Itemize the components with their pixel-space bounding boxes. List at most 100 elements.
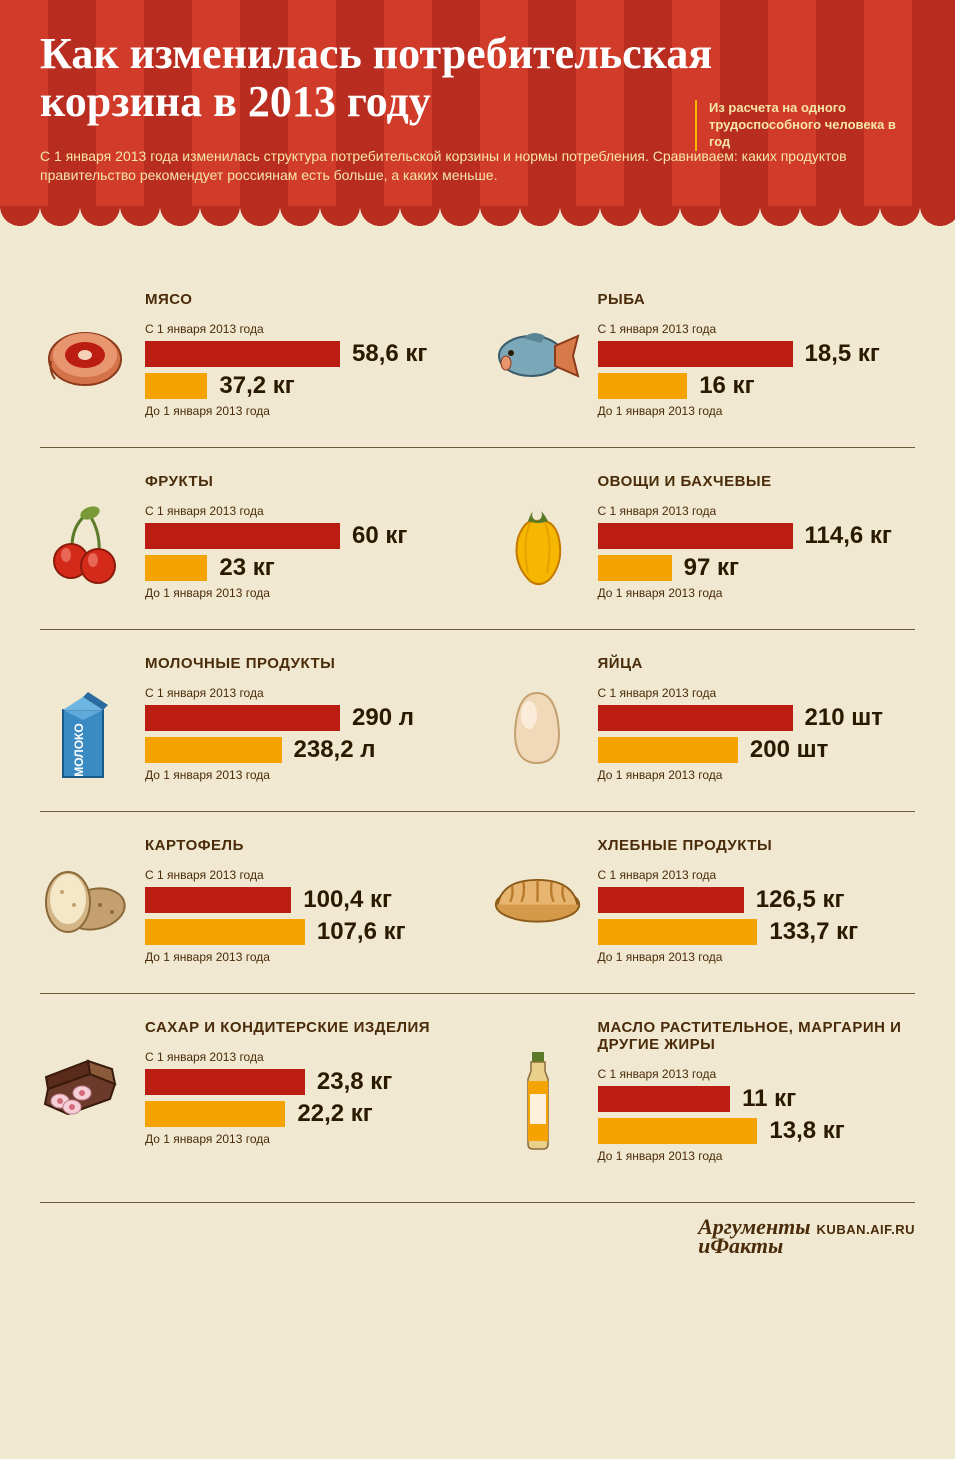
- period-after-label: С 1 января 2013 года: [145, 686, 463, 700]
- bar-before: 238,2 л: [145, 736, 463, 764]
- meat-icon: [40, 291, 130, 391]
- bar-after-fill: [598, 887, 744, 913]
- bar-before: 22,2 кг: [145, 1100, 463, 1128]
- period-before-label: До 1 января 2013 года: [598, 404, 916, 418]
- value-before: 22,2 кг: [297, 1100, 372, 1128]
- category-data: ФРУКТЫ С 1 января 2013 года 60 кг 23 кг …: [145, 473, 463, 604]
- value-before: 23 кг: [219, 554, 274, 582]
- bar-before-fill: [598, 919, 758, 945]
- bar-before-fill: [598, 737, 738, 763]
- svg-text:МОЛОКО: МОЛОКО: [72, 723, 86, 776]
- bar-after: 114,6 кг: [598, 522, 916, 550]
- category-data: МЯСО С 1 января 2013 года 58,6 кг 37,2 к…: [145, 291, 463, 422]
- infographic-header: Как изменилась потребительская корзина в…: [0, 0, 955, 206]
- category-row: КАРТОФЕЛЬ С 1 января 2013 года 100,4 кг …: [40, 811, 915, 993]
- pepper-icon: [493, 473, 583, 588]
- value-before: 200 шт: [750, 736, 828, 764]
- value-after: 18,5 кг: [805, 340, 880, 368]
- category-data: МОЛОЧНЫЕ ПРОДУКТЫ С 1 января 2013 года 2…: [145, 655, 463, 786]
- value-after: 11 кг: [742, 1085, 796, 1113]
- main-title: Как изменилась потребительская корзина в…: [40, 30, 740, 127]
- cherry-icon: [40, 473, 130, 588]
- bar-after: 60 кг: [145, 522, 463, 550]
- bar-after: 290 л: [145, 704, 463, 732]
- value-before: 13,8 кг: [769, 1117, 844, 1145]
- value-before: 37,2 кг: [219, 372, 294, 400]
- period-before-label: До 1 января 2013 года: [145, 950, 463, 964]
- calculation-note: Из расчета на одного трудоспособного чел…: [695, 100, 915, 151]
- value-before: 107,6 кг: [317, 918, 406, 946]
- value-after: 114,6 кг: [805, 522, 892, 550]
- bar-after-fill: [598, 705, 793, 731]
- category-item: ХЛЕБНЫЕ ПРОДУКТЫ С 1 января 2013 года 12…: [493, 837, 916, 968]
- bar-after: 210 шт: [598, 704, 916, 732]
- period-after-label: С 1 января 2013 года: [145, 322, 463, 336]
- bar-after: 100,4 кг: [145, 886, 463, 914]
- category-item: МОЛОКО МОЛОЧНЫЕ ПРОДУКТЫ С 1 января 2013…: [40, 655, 463, 786]
- infographic-footer: Аргументы иФакты KUBAN.AIF.RU: [40, 1202, 915, 1280]
- bar-before: 133,7 кг: [598, 918, 916, 946]
- value-after: 126,5 кг: [756, 886, 845, 914]
- category-data: ХЛЕБНЫЕ ПРОДУКТЫ С 1 января 2013 года 12…: [598, 837, 916, 968]
- logo-text: Аргументы иФакты: [698, 1218, 810, 1255]
- potato-icon: [40, 837, 130, 937]
- bar-before: 200 шт: [598, 736, 916, 764]
- period-after-label: С 1 января 2013 года: [145, 1050, 463, 1064]
- bar-before-fill: [145, 919, 305, 945]
- category-item: КАРТОФЕЛЬ С 1 января 2013 года 100,4 кг …: [40, 837, 463, 968]
- category-data: РЫБА С 1 января 2013 года 18,5 кг 16 кг …: [598, 291, 916, 422]
- period-after-label: С 1 января 2013 года: [598, 504, 916, 518]
- category-data: ЯЙЦА С 1 января 2013 года 210 шт 200 шт …: [598, 655, 916, 786]
- value-before: 16 кг: [699, 372, 754, 400]
- period-before-label: До 1 января 2013 года: [598, 950, 916, 964]
- category-title: РЫБА: [598, 291, 916, 308]
- oil-icon: [493, 1019, 583, 1154]
- category-item: МЯСО С 1 января 2013 года 58,6 кг 37,2 к…: [40, 291, 463, 422]
- period-before-label: До 1 января 2013 года: [598, 586, 916, 600]
- category-item: САХАР И КОНДИТЕРСКИЕ ИЗДЕЛИЯ С 1 января …: [40, 1019, 463, 1167]
- source-url: KUBAN.AIF.RU: [817, 1222, 915, 1237]
- category-title: ЯЙЦА: [598, 655, 916, 672]
- value-before: 133,7 кг: [769, 918, 858, 946]
- bread-icon: [493, 837, 583, 927]
- bar-after-fill: [598, 341, 793, 367]
- category-row: ФРУКТЫ С 1 января 2013 года 60 кг 23 кг …: [40, 447, 915, 629]
- value-after: 23,8 кг: [317, 1068, 392, 1096]
- value-before: 97 кг: [684, 554, 739, 582]
- category-data: МАСЛО РАСТИТЕЛЬНОЕ, МАРГАРИН И ДРУГИЕ ЖИ…: [598, 1019, 916, 1167]
- bar-before-fill: [145, 373, 207, 399]
- bar-after: 23,8 кг: [145, 1068, 463, 1096]
- bar-before: 97 кг: [598, 554, 916, 582]
- bar-after-fill: [145, 1069, 305, 1095]
- category-title: ОВОЩИ И БАХЧЕВЫЕ: [598, 473, 916, 490]
- bar-before: 107,6 кг: [145, 918, 463, 946]
- category-title: САХАР И КОНДИТЕРСКИЕ ИЗДЕЛИЯ: [145, 1019, 463, 1036]
- bar-before-fill: [145, 1101, 285, 1127]
- category-title: ХЛЕБНЫЕ ПРОДУКТЫ: [598, 837, 916, 854]
- scalloped-divider: [0, 206, 955, 236]
- category-row: МЯСО С 1 января 2013 года 58,6 кг 37,2 к…: [40, 266, 915, 447]
- period-before-label: До 1 января 2013 года: [598, 1149, 916, 1163]
- period-before-label: До 1 января 2013 года: [145, 768, 463, 782]
- category-row: МОЛОКО МОЛОЧНЫЕ ПРОДУКТЫ С 1 января 2013…: [40, 629, 915, 811]
- bar-after-fill: [145, 887, 291, 913]
- period-before-label: До 1 января 2013 года: [145, 586, 463, 600]
- category-item: ЯЙЦА С 1 января 2013 года 210 шт 200 шт …: [493, 655, 916, 786]
- bar-after-fill: [145, 341, 340, 367]
- value-before: 238,2 л: [294, 736, 376, 764]
- value-after: 290 л: [352, 704, 414, 732]
- bar-after: 18,5 кг: [598, 340, 916, 368]
- egg-icon: [493, 655, 583, 770]
- period-after-label: С 1 января 2013 года: [598, 322, 916, 336]
- category-data: САХАР И КОНДИТЕРСКИЕ ИЗДЕЛИЯ С 1 января …: [145, 1019, 463, 1150]
- category-row: САХАР И КОНДИТЕРСКИЕ ИЗДЕЛИЯ С 1 января …: [40, 993, 915, 1192]
- source-logo: Аргументы иФакты KUBAN.AIF.RU: [698, 1218, 915, 1255]
- category-item: МАСЛО РАСТИТЕЛЬНОЕ, МАРГАРИН И ДРУГИЕ ЖИ…: [493, 1019, 916, 1167]
- bar-after-fill: [598, 523, 793, 549]
- category-item: ОВОЩИ И БАХЧЕВЫЕ С 1 января 2013 года 11…: [493, 473, 916, 604]
- bar-before-fill: [145, 555, 207, 581]
- value-after: 210 шт: [805, 704, 883, 732]
- category-title: КАРТОФЕЛЬ: [145, 837, 463, 854]
- bar-before: 23 кг: [145, 554, 463, 582]
- bar-after-fill: [145, 523, 340, 549]
